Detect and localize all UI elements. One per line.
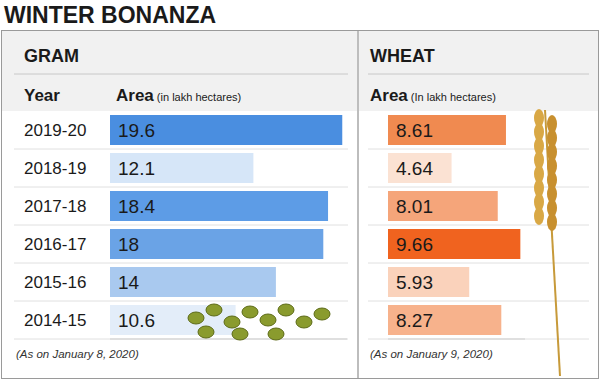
category-label: 2017-18	[24, 197, 86, 216]
stalk	[545, 110, 560, 376]
x-axis-line	[110, 339, 347, 340]
row-rule	[14, 187, 348, 188]
data-label: 18	[118, 234, 139, 255]
x-axis-label-unit: (In lakh hectares)	[408, 91, 496, 103]
x-axis-label-unit: (in lakh hectares)	[154, 91, 241, 103]
row-rule	[368, 263, 589, 264]
bars	[110, 115, 342, 335]
bar	[388, 229, 520, 259]
seed	[260, 314, 276, 326]
bar	[388, 305, 501, 335]
bar	[110, 115, 342, 145]
data-label: 8.01	[396, 196, 433, 217]
data-label: 10.6	[118, 310, 155, 331]
category-label: 2015-16	[24, 273, 86, 292]
row-rule	[368, 339, 589, 340]
data-label: 5.93	[396, 272, 433, 293]
grain	[534, 207, 544, 225]
row-rule	[368, 187, 589, 188]
data-label: 8.61	[396, 120, 433, 141]
row-rule	[14, 339, 348, 340]
data-label: 19.6	[118, 120, 155, 141]
seed	[268, 328, 284, 340]
row-rule	[14, 149, 348, 150]
seed	[232, 328, 248, 340]
seed	[242, 306, 258, 318]
panel: GRAM Year Area (in lakh hectares) 2019-20 19…	[14, 46, 348, 360]
chart-root: WINTER BONANZA GRAM Year Area (in lakh hect…	[0, 0, 600, 380]
bar	[388, 191, 498, 221]
labels: 8.61 4.64 8.01 9.66 5.93 8.27	[396, 120, 433, 331]
category-label: 2016-17	[24, 235, 86, 254]
bar	[110, 153, 253, 183]
data-label: 18.4	[118, 196, 155, 217]
bar	[388, 267, 469, 297]
annotation: (As on January 8, 2020)	[16, 348, 139, 360]
data-label: 12.1	[118, 158, 155, 179]
labels: 2019-20 19.6 2018-19 12.1 2017-18 18.4 2016-17…	[24, 120, 155, 331]
header-band	[2, 31, 598, 111]
bar	[110, 191, 328, 221]
seed	[296, 316, 312, 328]
data-label: 8.27	[396, 310, 433, 331]
chart-title: WHEAT	[370, 46, 435, 66]
chart-title: GRAM	[24, 46, 79, 66]
x-axis-label-main: Area	[370, 86, 408, 105]
seed	[198, 326, 214, 338]
bar	[110, 267, 276, 297]
seed	[224, 316, 240, 328]
seed	[314, 308, 330, 320]
data-label: 9.66	[396, 234, 433, 255]
x-axis-label: Area (In lakh hectares)	[370, 86, 496, 105]
bar	[388, 115, 506, 145]
category-label: 2019-20	[24, 121, 86, 140]
bar	[388, 153, 452, 183]
wheat-decoration	[534, 109, 560, 376]
page-title: WINTER BONANZA	[4, 2, 216, 28]
x-axis-label-main: Area	[116, 86, 154, 105]
x-axis-label: Area (in lakh hectares)	[116, 86, 241, 105]
grain	[547, 213, 557, 231]
bar	[110, 229, 323, 259]
y-axis-label: Year	[24, 86, 60, 105]
seed-decoration	[188, 304, 330, 340]
category-label: 2014-15	[24, 311, 86, 330]
header-rule	[14, 74, 348, 75]
row-rule	[14, 263, 348, 264]
bars	[388, 115, 520, 335]
data-label: 14	[118, 272, 140, 293]
bar	[110, 305, 236, 335]
seed	[188, 312, 204, 324]
header-rule	[368, 74, 589, 75]
frame	[2, 31, 599, 379]
panel-divider	[357, 31, 359, 378]
row-rule	[14, 225, 348, 226]
row-rule	[14, 301, 348, 302]
annotation: (As on January 9, 2020)	[370, 348, 493, 360]
seed	[278, 304, 294, 316]
data-label: 4.64	[396, 158, 433, 179]
x-axis-line	[388, 339, 525, 340]
category-label: 2018-19	[24, 159, 86, 178]
seed	[206, 304, 222, 316]
